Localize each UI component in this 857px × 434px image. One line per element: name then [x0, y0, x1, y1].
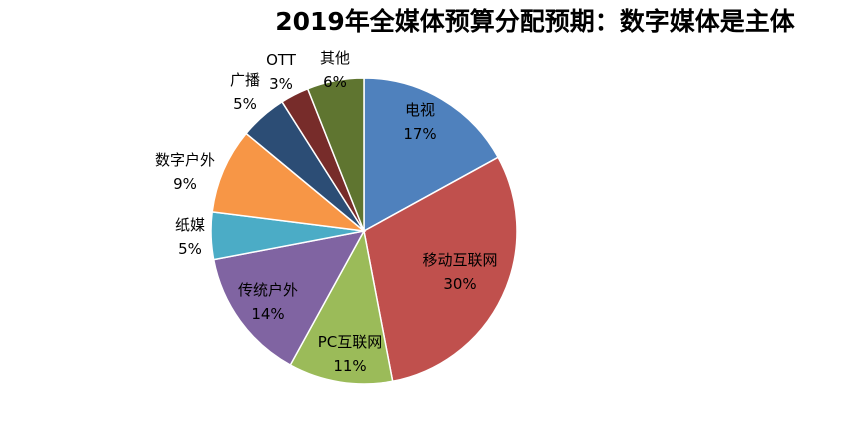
slice-label: PC互联网 11% — [318, 330, 383, 378]
slice-percent: 9% — [173, 175, 197, 193]
slice-name: 移动互联网 — [422, 251, 498, 269]
slice-percent: 5% — [233, 95, 257, 113]
slice-label: 广播 5% — [230, 68, 260, 116]
slice-name: 其他 — [319, 49, 351, 67]
slice-percent: 14% — [251, 305, 285, 323]
slice-name: 纸媒 — [174, 216, 206, 234]
pie-slice — [363, 77, 500, 233]
slice-label: 其他 6% — [320, 46, 350, 94]
slice-label: 传统户外 14% — [238, 278, 298, 326]
slice-label: OTT 3% — [266, 48, 296, 96]
pie-slice — [211, 132, 367, 233]
slice-name: 电视 — [404, 101, 435, 119]
slice-label: 移动互联网 30% — [422, 248, 497, 296]
pie-slice — [212, 229, 366, 367]
pie-slice — [306, 77, 365, 232]
chart-title: 2019年全媒体预算分配预期：数字媒体是主体 — [275, 7, 795, 36]
slice-name: PC互联网 — [317, 333, 383, 351]
slice-label: 电视 17% — [403, 98, 436, 146]
slice-name: OTT — [266, 51, 296, 69]
slice-label: 数字户外 9% — [155, 148, 215, 196]
slice-name: 数字户外 — [154, 151, 216, 169]
slice-name: 传统户外 — [237, 281, 299, 299]
pie-slice — [363, 156, 518, 383]
slice-percent: 3% — [269, 75, 293, 93]
slice-percent: 30% — [443, 275, 477, 293]
slice-label: 纸媒 5% — [175, 213, 205, 261]
slice-percent: 11% — [333, 357, 367, 375]
slice-percent: 17% — [403, 125, 437, 143]
pie-slice — [289, 228, 394, 385]
slice-name: 广播 — [229, 71, 261, 89]
slice-percent: 5% — [178, 240, 202, 258]
slice-percent: 6% — [323, 73, 347, 91]
